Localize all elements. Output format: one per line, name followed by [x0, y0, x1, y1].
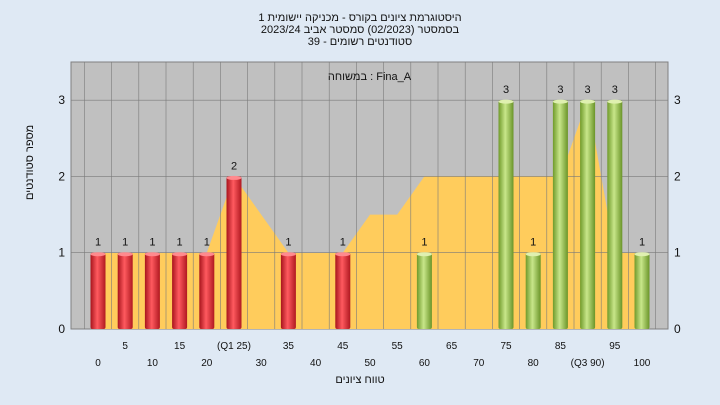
x-tick-label: 60	[419, 358, 431, 369]
y-axis-title: מספר סטודנטים	[24, 124, 36, 200]
bar-cap	[498, 99, 514, 104]
bar-value-label: 1	[421, 237, 427, 249]
x-tick-label: 0	[95, 358, 101, 369]
x-tick-label: 30	[256, 358, 268, 369]
bar-value-label: 3	[557, 84, 563, 96]
chart-subtitle-semester: בסמסטר (02/2023) סמסטר אביב 2023/24	[260, 24, 460, 36]
x-axis-title: טווח ציונים	[335, 374, 385, 386]
y-tick-label-left: 3	[58, 93, 65, 107]
bar-cap	[280, 252, 296, 257]
histogram-bar	[172, 252, 188, 329]
x-tick-label: 10	[147, 358, 159, 369]
histogram-bar	[199, 252, 215, 329]
x-tick-label: 70	[473, 358, 485, 369]
bar-value-label: 1	[340, 237, 346, 249]
histogram-bar	[144, 252, 160, 329]
bar-value-label: 1	[204, 237, 210, 249]
histogram-bar	[580, 100, 596, 330]
x-tick-label: 80	[528, 358, 540, 369]
histogram-bar	[335, 252, 351, 329]
histogram-bar	[90, 252, 106, 329]
bar-value-label: 3	[585, 84, 591, 96]
x-tick-label: 40	[310, 358, 322, 369]
bar-value-label: 1	[95, 237, 101, 249]
y-tick-label-right: 3	[674, 93, 681, 107]
chart-subtitle-students: סטודנטים רשומים - 39	[307, 36, 413, 48]
x-tick-label: 50	[364, 358, 376, 369]
x-tick-label: (Q1 25)	[217, 341, 251, 352]
x-tick-label: 15	[174, 341, 186, 352]
bar-cap	[172, 252, 188, 257]
bar-cap	[607, 99, 623, 104]
bar-value-label: 1	[285, 237, 291, 249]
y-tick-label-left: 1	[58, 246, 65, 260]
bar-cap	[416, 252, 432, 257]
bar-cap	[117, 252, 133, 257]
x-tick-label: 45	[337, 341, 349, 352]
histogram-bar	[525, 252, 541, 329]
x-tick-label: 75	[500, 341, 512, 352]
bar-value-label: 3	[503, 84, 509, 96]
bar-cap	[525, 252, 541, 257]
y-tick-label-left: 0	[58, 322, 65, 336]
bar-value-label: 3	[612, 84, 618, 96]
histogram-bar	[552, 100, 568, 330]
bar-cap	[90, 252, 106, 257]
x-tick-label: 55	[392, 341, 404, 352]
x-tick-label: 85	[555, 341, 567, 352]
bar-cap	[199, 252, 215, 257]
histogram-bar	[607, 100, 623, 330]
x-tick-label: 35	[283, 341, 295, 352]
chart-annotation: Fina_A : במשוחה	[328, 71, 412, 83]
bar-value-label: 1	[149, 237, 155, 249]
histogram-bar	[280, 252, 296, 329]
bar-cap	[144, 252, 160, 257]
y-tick-label-right: 2	[674, 169, 681, 183]
bar-cap	[226, 175, 242, 180]
x-tick-label: (Q3 90)	[571, 358, 605, 369]
histogram-bar	[226, 176, 242, 329]
bar-value-label: 1	[639, 237, 645, 249]
x-tick-label: 95	[609, 341, 621, 352]
histogram-bar	[498, 100, 514, 330]
bar-cap	[335, 252, 351, 257]
x-tick-label: 5	[122, 341, 128, 352]
x-tick-label: 20	[201, 358, 213, 369]
bar-value-label: 2	[231, 160, 237, 172]
histogram-bar	[416, 252, 432, 329]
bar-value-label: 1	[530, 237, 536, 249]
chart-title: היסטוגרמת ציונים בקורס - מכניקה יישומית …	[258, 12, 462, 24]
histogram-bar	[634, 252, 650, 329]
bar-cap	[634, 252, 650, 257]
y-tick-label-right: 1	[674, 246, 681, 260]
y-tick-label-left: 2	[58, 169, 65, 183]
bar-value-label: 1	[177, 237, 183, 249]
bar-cap	[552, 99, 568, 104]
y-tick-label-right: 0	[674, 322, 681, 336]
x-tick-label: 65	[446, 341, 458, 352]
bar-cap	[580, 99, 596, 104]
histogram-bar	[117, 252, 133, 329]
x-tick-label: 100	[634, 358, 651, 369]
bar-value-label: 1	[122, 237, 128, 249]
